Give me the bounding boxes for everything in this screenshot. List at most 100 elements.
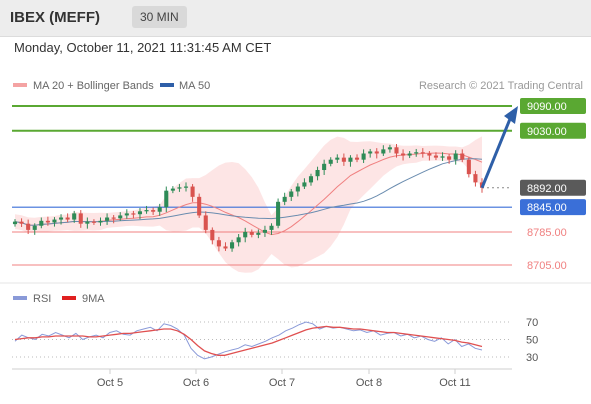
candle-body [256,232,261,235]
candle-body [65,217,70,220]
forecast-arrow-shaft [480,118,512,189]
candle-body [466,159,471,175]
level-tag-bg-last [520,179,586,196]
candle-body [440,156,445,158]
rsi-legend-swatch [13,296,27,300]
candle-body [26,223,31,230]
candle-body [447,156,452,160]
ma50-legend-label: MA 50 [179,80,210,92]
level-tag-bg-resistance [520,122,586,139]
candle-body [473,174,478,183]
candle-body [197,196,202,216]
candle-body [210,229,215,241]
candle-body [52,219,57,223]
header-bar: IBEX (MEFF) 30 MIN [0,0,591,37]
candle-body [144,210,149,212]
candle-body [131,213,136,215]
candle-body [177,187,182,189]
x-axis: Oct 5 Oct 6 Oct 7 Oct 8 Oct 11 [97,369,471,389]
candle-body [183,186,189,188]
candle-body [328,159,333,164]
level-tag-bg-resistance [520,98,586,114]
candle-body [223,246,228,249]
copyright-text: Research © 2021 Trading Central [419,80,583,92]
candle-body [387,147,392,150]
candle-body [269,225,274,230]
candle-body [374,151,379,154]
rsi-ma-legend-swatch [62,296,76,300]
candle-body [72,213,77,220]
rsi-tick-label: 30 [526,352,538,364]
candle-body [433,155,438,158]
rsi-ma-legend-label: 9MA [82,293,105,305]
level-tag-label-support: 8785.00 [527,227,567,239]
candle-body [170,188,175,191]
level-tag-label-support: 8705.00 [527,260,567,272]
rsi-legend-label: RSI [33,293,51,305]
forecast-arrow-head [504,106,518,124]
candle-body [361,153,366,160]
chart-datetime: Monday, October 11, 2021 11:31:45 AM CET [14,40,272,55]
ma50-legend-swatch [160,83,174,87]
candle-body [262,229,267,233]
candle-body [276,201,281,226]
candle-body [157,207,162,212]
candle-body [190,186,195,197]
candle-body [427,153,432,156]
bollinger-band-area [15,136,482,273]
level-tag-label-last: 8892.00 [527,183,567,195]
candle-body [98,220,103,223]
candle-body [12,221,18,225]
candle-body [85,221,90,224]
candle-body [124,213,129,216]
candle-body [111,217,116,219]
rsi-line [14,321,483,360]
candle-body [59,217,64,220]
candle-body [236,237,241,243]
candle-body [414,152,419,154]
candle-body [420,152,425,154]
candle-body [32,225,37,230]
rsi-tick-label: 50 [526,335,538,347]
candle-body [315,170,320,177]
candle-body [453,153,458,160]
candle-body [91,221,96,223]
candle-body [118,215,123,219]
candle-body [354,157,360,160]
x-tick-label: Oct 8 [356,377,382,389]
rsi-tick-label: 70 [526,317,538,329]
x-tick-label: Oct 6 [183,377,209,389]
candle-body [341,157,346,162]
candle-body [460,153,465,160]
candle-body [295,186,300,192]
candle-body [407,153,412,156]
timeframe-button[interactable]: 30 MIN [132,6,187,28]
candle-body [381,149,386,154]
candle-body [289,191,294,197]
main-price-panel: 9090.00 9030.00 8892.00 8845.00 8785.00 8705.… [12,98,586,273]
candle-body [216,240,221,247]
candle-body [249,231,254,235]
candle-body [39,220,44,226]
candle-body [368,151,373,154]
level-tag-label-resistance: 9090.00 [527,101,567,113]
candle-body [308,176,314,183]
rsi-ma-line [14,325,483,356]
level-tag-bg-pivot [520,199,586,216]
candle-body [243,231,248,238]
candle-body [348,157,353,162]
x-tick-label: Oct 5 [97,377,123,389]
candle-body [302,182,307,187]
candle-body [45,220,50,223]
ma20-legend-label: MA 20 + Bollinger Bands [33,80,154,92]
candle-body [151,210,156,212]
candle-body [230,242,235,249]
level-tag-label-pivot: 8845.00 [527,202,567,214]
candle-body [19,221,24,224]
x-tick-label: Oct 7 [269,377,295,389]
instrument-name: IBEX (MEFF) [10,9,100,26]
candle-body [282,196,287,202]
candle-body [105,217,110,221]
x-tick-label: Oct 11 [439,377,471,389]
